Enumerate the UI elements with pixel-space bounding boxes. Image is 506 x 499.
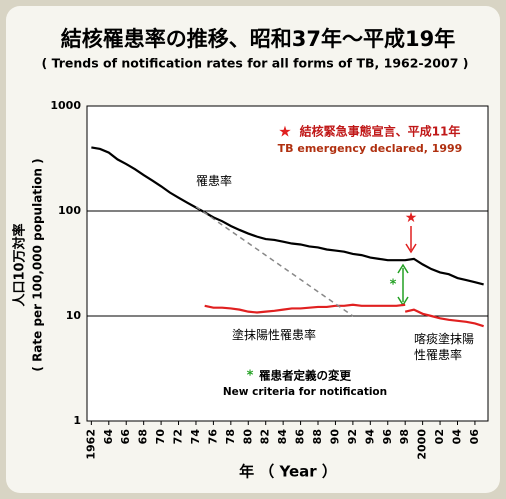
x-tick-label: 80	[241, 429, 254, 445]
x-tick-label: 88	[311, 429, 324, 444]
series-line	[195, 206, 354, 317]
x-tick-label: 98	[398, 429, 411, 444]
annotation: TB emergency declared, 1999	[278, 142, 463, 155]
star-icon: ★	[278, 123, 291, 141]
star-icon: ★	[405, 210, 418, 226]
criteria-mark: *	[247, 369, 254, 384]
x-tick-label: 86	[294, 429, 307, 445]
series-line	[91, 146, 484, 286]
x-tick-label: 72	[172, 429, 185, 444]
x-tick-label: 66	[119, 429, 132, 445]
y-tick-label: 1000	[50, 99, 81, 112]
x-tick-label: 04	[450, 429, 463, 445]
series-label: 喀痰塗抹陽性罹患率	[414, 332, 475, 362]
x-tick-label: 70	[154, 429, 167, 445]
x-tick-label: 94	[363, 429, 376, 445]
annotation: 結核緊急事態宣言、平成11年	[300, 124, 461, 139]
x-tick-label: 68	[137, 429, 150, 444]
annotation: 罹患者定義の変更	[259, 369, 351, 383]
x-axis-label: 年 （ Year ）	[239, 463, 337, 481]
x-tick-label: 64	[102, 429, 115, 445]
x-tick-label: 92	[346, 429, 359, 444]
subtitle: ( Trends of notification rates for all f…	[42, 56, 469, 71]
x-tick-label: 2000	[416, 429, 429, 460]
x-tick-label: 74	[189, 429, 202, 445]
x-tick-label: 82	[259, 429, 272, 444]
x-tick-label: 96	[381, 429, 394, 445]
x-tick-label: 1962	[84, 429, 97, 460]
series-label: 罹患率	[196, 174, 233, 188]
x-tick-label: 90	[328, 429, 341, 445]
series-line	[404, 308, 484, 328]
y-axis-label-en: ( Rate per 100,000 population )	[31, 158, 45, 371]
y-tick-label: 10	[66, 309, 82, 322]
x-tick-label: 84	[276, 429, 289, 445]
arrow-head	[405, 243, 417, 254]
y-axis-label: 人口10万対率	[12, 223, 28, 306]
x-tick-label: 02	[433, 429, 446, 444]
x-tick-label: 06	[468, 429, 481, 445]
series-label: 塗抹陽性罹患率	[232, 328, 317, 342]
y-tick-label: 1	[73, 414, 81, 427]
chart-title: 結核罹患率の推移、昭和37年～平成19年	[61, 27, 455, 51]
criteria-mark: *	[390, 278, 397, 293]
x-tick-label: 78	[224, 429, 237, 444]
series-line	[204, 303, 406, 314]
plot-frame	[86, 105, 489, 422]
annotation: New criteria for notification	[223, 386, 387, 398]
x-tick-label: 76	[206, 429, 219, 445]
y-tick-label: 100	[58, 204, 81, 217]
